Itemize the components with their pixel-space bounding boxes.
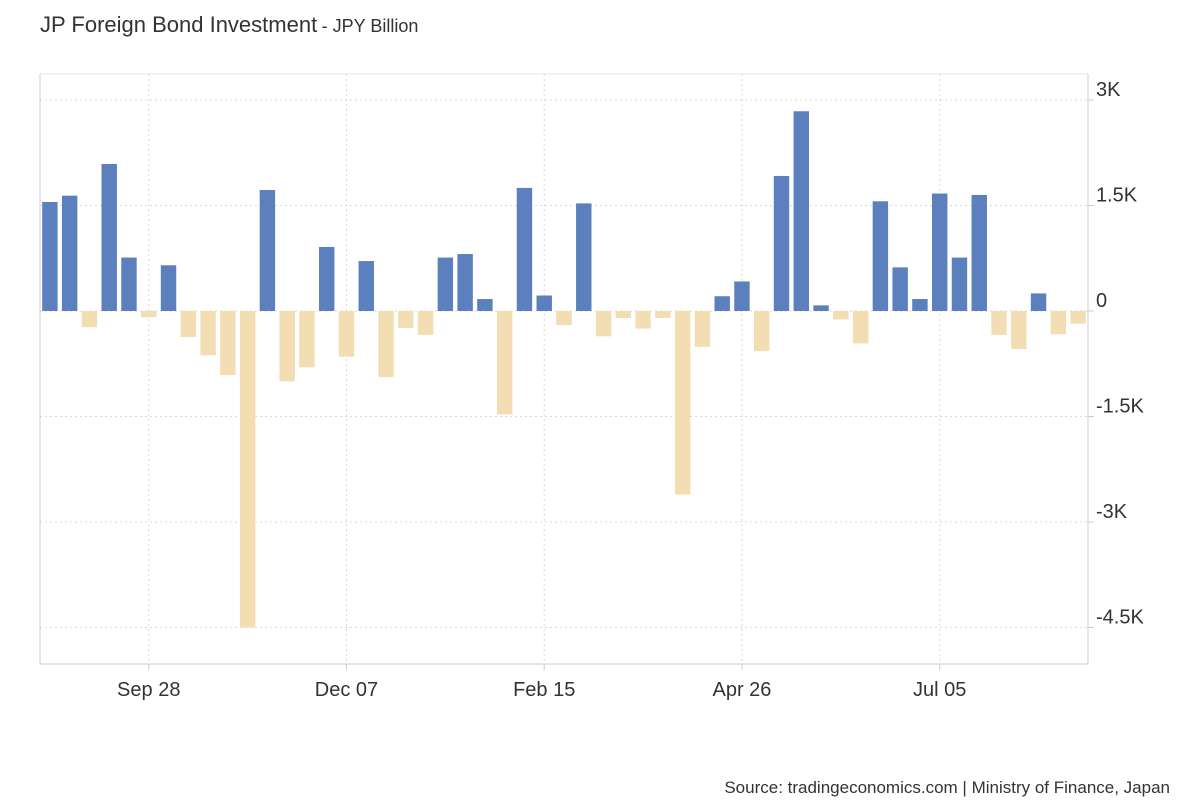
chart-title: JP Foreign Bond Investment [40,12,318,37]
bar [200,311,216,356]
chart-title-block: JP Foreign Bond Investment - JPY Billion [40,12,418,38]
bar [595,311,612,337]
bar [358,261,374,311]
bar [1030,293,1047,311]
bar [516,187,533,311]
bar [180,311,197,338]
bar [319,246,335,311]
y-tick-label: -1.5K [1096,396,1144,418]
bar [892,267,908,311]
y-tick-label: -4.5K [1096,607,1144,629]
y-tick-label: 0 [1096,290,1107,312]
bar [754,311,770,352]
bar [160,265,177,311]
x-tick-label: Apr 26 [712,679,771,701]
bar [536,295,552,311]
bar [259,190,276,311]
grid-lines [40,74,1088,664]
bar-chart: 3K 1.5K 0 -1.5K -3K -4.5K Sep 28 Dec 07 Feb 15 A… [39,73,1144,701]
bar [42,201,58,311]
bar [912,299,928,311]
bar [991,311,1007,335]
bar [833,311,849,320]
bar [141,311,157,318]
bar [971,194,987,311]
bar [1050,311,1067,335]
bar [279,311,295,382]
x-tick-label: Sep 28 [117,679,180,701]
x-tick-label: Jul 05 [913,679,966,701]
y-tick-label: 3K [1096,79,1121,101]
bar [220,311,236,376]
bar [852,311,869,344]
bar [813,305,829,311]
bar [299,311,315,368]
bar [101,164,117,311]
bar [556,311,572,326]
bar [338,311,355,357]
bar [872,201,889,311]
bar [931,193,948,311]
bar [437,257,454,311]
y-tick-label: -3K [1096,501,1128,523]
bar [457,254,473,311]
bar [694,311,711,347]
title-separator: - [321,16,333,36]
bar [635,311,651,329]
x-tick-label: Feb 15 [513,679,575,701]
bar [615,311,632,319]
bar [655,311,671,319]
bar [674,311,691,495]
bar [417,311,434,335]
bars [42,111,1086,628]
y-tick-label: 1.5K [1096,185,1138,207]
bar [398,311,414,328]
axes [39,73,1089,665]
bar [793,111,809,312]
bar [1011,311,1027,349]
chart-source: Source: tradingeconomics.com | Ministry … [724,778,1170,797]
bar [378,311,394,378]
bar [239,311,256,628]
bar [81,311,98,328]
x-tick-label: Dec 07 [315,679,378,701]
chart-unit: JPY Billion [332,16,419,36]
bar [951,257,968,311]
bar [477,299,493,311]
bar [121,257,137,311]
bar [734,281,750,311]
x-axis-ticks: Sep 28 Dec 07 Feb 15 Apr 26 Jul 05 [117,664,966,701]
y-axis-ticks: 3K 1.5K 0 -1.5K -3K -4.5K [1088,79,1144,629]
bar [773,175,790,311]
bar [61,195,78,311]
bar [714,296,730,311]
bar [576,203,592,311]
bar [496,311,513,415]
bar [1070,311,1086,324]
